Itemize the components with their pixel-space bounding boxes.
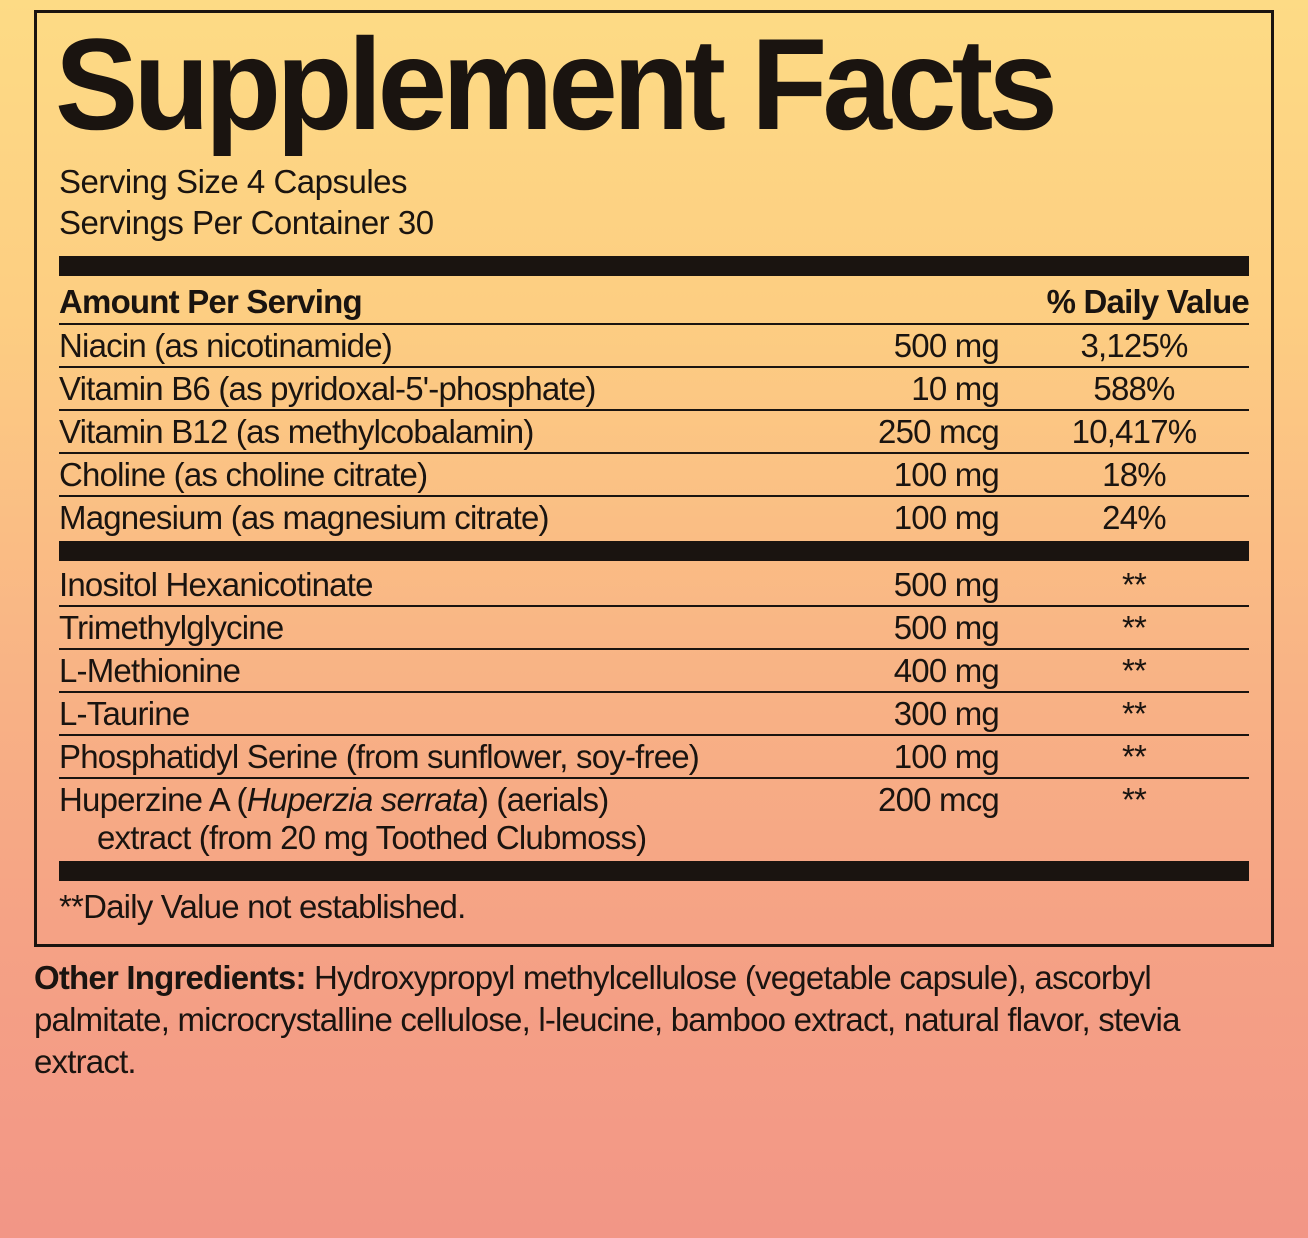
nutrient-dv: 24% xyxy=(1019,499,1249,537)
table-row: Phosphatidyl Serine (from sunflower, soy… xyxy=(59,736,1249,779)
nutrient-amount: 200 mcg xyxy=(789,781,1019,819)
nutrient-name: L-Taurine xyxy=(59,695,789,733)
table-row: Vitamin B12 (as methylcobalamin)250 mcg1… xyxy=(59,411,1249,454)
divider-bar xyxy=(59,256,1249,276)
other-ingredients-label: Other Ingredients: xyxy=(34,959,306,996)
nutrient-amount: 400 mg xyxy=(789,652,1019,690)
nutrient-name: Inositol Hexanicotinate xyxy=(59,566,789,604)
divider-bar xyxy=(59,541,1249,561)
nutrients-section-2: Inositol Hexanicotinate500 mg**Trimethyl… xyxy=(59,564,1249,779)
table-header: Amount Per Serving % Daily Value xyxy=(59,279,1249,325)
nutrient-name: Phosphatidyl Serine (from sunflower, soy… xyxy=(59,738,789,776)
table-row: Inositol Hexanicotinate500 mg** xyxy=(59,564,1249,607)
nutrient-dv: 18% xyxy=(1019,456,1249,494)
table-row: Trimethylglycine500 mg** xyxy=(59,607,1249,650)
servings-per-container: Servings Per Container 30 xyxy=(59,202,1249,243)
table-row: Vitamin B6 (as pyridoxal-5'-phosphate)10… xyxy=(59,368,1249,411)
nutrient-name: Choline (as choline citrate) xyxy=(59,456,789,494)
panel-title: Supplement Facts xyxy=(55,19,1201,149)
nutrient-dv: ** xyxy=(1019,609,1249,647)
supplement-facts-panel: Supplement Facts Serving Size 4 Capsules… xyxy=(34,10,1274,947)
nutrient-dv: 10,417% xyxy=(1019,413,1249,451)
table-row: Huperzine A (Huperzia serrata) (aerials)… xyxy=(59,779,1249,858)
table-row: L-Taurine300 mg** xyxy=(59,693,1249,736)
nutrient-amount: 10 mg xyxy=(789,370,1019,408)
nutrient-name: Niacin (as nicotinamide) xyxy=(59,327,789,365)
nutrient-name: Vitamin B6 (as pyridoxal-5'-phosphate) xyxy=(59,370,789,408)
nutrient-name: Magnesium (as magnesium citrate) xyxy=(59,499,789,537)
nutrient-amount: 300 mg xyxy=(789,695,1019,733)
table-row: L-Methionine400 mg** xyxy=(59,650,1249,693)
header-dv: % Daily Value xyxy=(969,283,1249,321)
nutrient-name: Trimethylglycine xyxy=(59,609,789,647)
huperzine-line2: extract (from 20 mg Toothed Clubmoss) xyxy=(59,819,789,857)
huperzine-suffix: ) (aerials) xyxy=(478,781,609,818)
table-row: Choline (as choline citrate)100 mg18% xyxy=(59,454,1249,497)
nutrient-dv: ** xyxy=(1019,738,1249,776)
huperzine-prefix: Huperzine A ( xyxy=(59,781,247,818)
nutrient-amount: 500 mg xyxy=(789,327,1019,365)
nutrient-name: Vitamin B12 (as methylcobalamin) xyxy=(59,413,789,451)
nutrient-amount: 250 mcg xyxy=(789,413,1019,451)
nutrient-dv: ** xyxy=(1019,566,1249,604)
nutrient-amount: 100 mg xyxy=(789,456,1019,494)
nutrients-section-1: Niacin (as nicotinamide)500 mg3,125%Vita… xyxy=(59,325,1249,538)
nutrient-amount: 500 mg xyxy=(789,609,1019,647)
nutrient-amount: 100 mg xyxy=(789,499,1019,537)
nutrient-dv: ** xyxy=(1019,652,1249,690)
nutrient-amount: 500 mg xyxy=(789,566,1019,604)
table-row: Magnesium (as magnesium citrate)100 mg24… xyxy=(59,497,1249,538)
huperzine-italic: Huperzia serrata xyxy=(247,781,478,818)
dv-footnote: **Daily Value not established. xyxy=(59,884,1249,934)
nutrient-dv: 3,125% xyxy=(1019,327,1249,365)
nutrient-dv: ** xyxy=(1019,695,1249,733)
table-row: Niacin (as nicotinamide)500 mg3,125% xyxy=(59,325,1249,368)
nutrient-name: Huperzine A (Huperzia serrata) (aerials)… xyxy=(59,781,789,857)
nutrient-dv: 588% xyxy=(1019,370,1249,408)
serving-info: Serving Size 4 Capsules Servings Per Con… xyxy=(59,161,1249,244)
serving-size: Serving Size 4 Capsules xyxy=(59,161,1249,202)
nutrient-name: L-Methionine xyxy=(59,652,789,690)
divider-bar xyxy=(59,861,1249,881)
other-ingredients: Other Ingredients: Hydroxypropyl methylc… xyxy=(34,947,1274,1084)
nutrient-amount: 100 mg xyxy=(789,738,1019,776)
nutrient-dv: ** xyxy=(1019,781,1249,819)
header-amount: Amount Per Serving xyxy=(59,283,969,321)
